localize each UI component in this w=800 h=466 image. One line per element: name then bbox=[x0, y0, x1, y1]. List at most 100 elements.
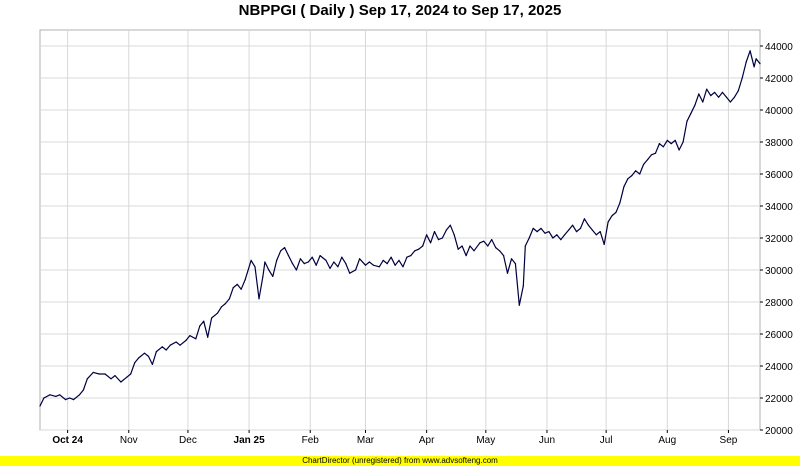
series-layer bbox=[39, 50, 761, 407]
data-point bbox=[572, 224, 574, 226]
y-tick-label: 30000 bbox=[765, 266, 793, 277]
data-point bbox=[433, 231, 436, 233]
footer-credit: ChartDirector (unregistered) from www.ad… bbox=[302, 456, 498, 465]
data-point bbox=[479, 242, 481, 244]
data-point bbox=[650, 154, 653, 156]
data-point bbox=[430, 242, 432, 244]
data-point bbox=[441, 237, 443, 239]
data-point bbox=[414, 250, 416, 252]
data-point bbox=[564, 234, 566, 236]
data-point bbox=[284, 247, 286, 249]
data-point bbox=[287, 255, 290, 257]
data-point bbox=[349, 272, 351, 274]
data-point bbox=[639, 173, 641, 175]
data-point bbox=[130, 373, 132, 375]
data-point bbox=[199, 325, 201, 327]
data-point bbox=[623, 186, 625, 188]
data-point bbox=[518, 304, 520, 306]
data-point bbox=[473, 250, 475, 252]
data-point bbox=[390, 256, 392, 258]
data-point bbox=[114, 375, 116, 377]
data-point bbox=[483, 240, 485, 242]
data-point bbox=[207, 336, 209, 338]
data-point bbox=[143, 352, 146, 354]
data-point bbox=[325, 259, 327, 261]
data-point bbox=[189, 335, 191, 337]
data-point bbox=[280, 250, 282, 252]
data-point bbox=[82, 389, 84, 391]
series-line bbox=[39, 50, 761, 407]
data-point bbox=[402, 266, 404, 268]
data-point bbox=[522, 285, 524, 287]
data-point bbox=[698, 93, 700, 95]
data-point bbox=[120, 381, 122, 383]
data-point bbox=[276, 259, 278, 261]
data-point bbox=[615, 211, 617, 213]
data-point bbox=[532, 227, 534, 229]
data-point bbox=[686, 120, 688, 122]
data-point bbox=[355, 269, 357, 271]
data-point bbox=[718, 96, 720, 98]
data-point bbox=[599, 231, 601, 233]
data-point bbox=[311, 256, 313, 258]
data-point bbox=[195, 338, 197, 340]
data-point bbox=[341, 256, 343, 258]
data-point bbox=[418, 248, 420, 250]
data-point bbox=[224, 303, 226, 305]
data-point bbox=[556, 234, 558, 236]
data-point bbox=[619, 202, 621, 204]
x-tick-label: Aug bbox=[658, 435, 676, 446]
data-point bbox=[514, 263, 517, 265]
data-point bbox=[228, 298, 230, 300]
y-tick-label: 40000 bbox=[765, 106, 793, 117]
data-point bbox=[250, 259, 252, 261]
x-axis: Oct 24 Nov Dec Jan 25 Feb Mar Apr May Jun Jul Aug S… bbox=[52, 430, 738, 446]
data-point bbox=[110, 378, 112, 380]
y-tick-label: 36000 bbox=[765, 170, 793, 181]
data-point bbox=[307, 261, 309, 263]
data-point bbox=[55, 395, 57, 397]
data-point bbox=[749, 50, 751, 52]
y-tick-label: 26000 bbox=[765, 330, 793, 341]
data-point bbox=[662, 146, 664, 148]
data-point bbox=[714, 91, 716, 93]
data-point bbox=[587, 224, 590, 226]
data-point bbox=[710, 95, 712, 97]
data-point bbox=[548, 231, 550, 233]
data-point bbox=[92, 371, 94, 373]
data-point bbox=[694, 104, 696, 106]
y-tick-label: 22000 bbox=[765, 394, 793, 405]
data-point bbox=[406, 256, 408, 258]
data-point bbox=[59, 394, 61, 396]
data-point bbox=[410, 255, 412, 257]
data-point bbox=[528, 237, 530, 239]
data-point bbox=[737, 90, 739, 92]
data-point bbox=[449, 224, 451, 226]
data-point bbox=[445, 229, 447, 231]
data-point bbox=[745, 61, 747, 63]
data-point bbox=[603, 243, 605, 245]
data-point bbox=[560, 239, 562, 241]
data-point bbox=[627, 178, 629, 180]
x-tick-label: Jul bbox=[600, 435, 613, 446]
data-point bbox=[611, 215, 613, 217]
data-point bbox=[155, 351, 157, 353]
data-point bbox=[86, 378, 88, 380]
data-point bbox=[690, 112, 692, 114]
data-point bbox=[759, 63, 761, 65]
x-tick-label: Mar bbox=[357, 435, 375, 446]
data-point bbox=[220, 306, 223, 308]
data-point bbox=[729, 101, 732, 103]
data-point bbox=[753, 66, 755, 68]
data-point bbox=[185, 339, 187, 341]
data-point bbox=[39, 405, 41, 407]
data-point bbox=[491, 239, 493, 241]
data-point bbox=[232, 287, 234, 289]
data-point bbox=[236, 283, 238, 285]
data-point bbox=[147, 355, 150, 357]
data-point bbox=[175, 341, 177, 343]
data-point bbox=[702, 101, 704, 103]
data-point bbox=[426, 234, 428, 236]
data-point bbox=[579, 227, 582, 229]
data-point bbox=[487, 245, 489, 247]
